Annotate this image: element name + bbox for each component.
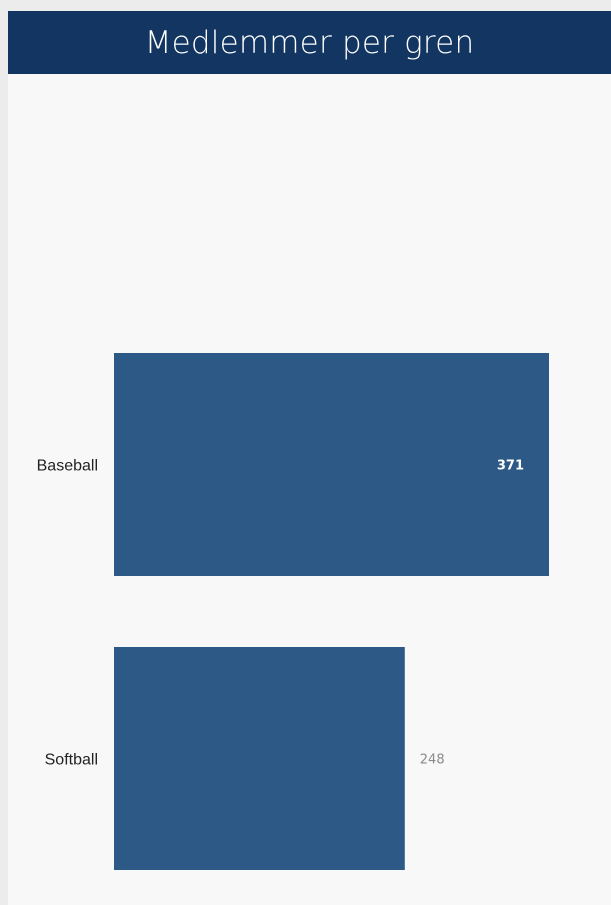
chart-title: Medlemmer per gren: [144, 24, 475, 61]
chart-area: Baseball 371 Softball 248: [8, 74, 611, 905]
bar-chart: Baseball 371 Softball 248: [37, 353, 549, 870]
bar-baseball[interactable]: [114, 353, 549, 576]
value-label-baseball: 371: [497, 459, 524, 474]
category-label-baseball: Baseball: [37, 458, 98, 475]
category-label-softball: Softball: [45, 752, 98, 769]
bar-softball[interactable]: [114, 647, 405, 870]
chart-visual: Medlemmer per gren Baseball 371 Softball 24…: [8, 11, 611, 905]
value-label-softball: 248: [420, 753, 445, 768]
chart-title-bar: Medlemmer per gren: [8, 11, 611, 74]
